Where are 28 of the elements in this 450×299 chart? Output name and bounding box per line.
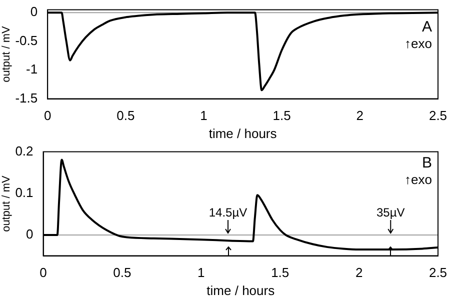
annotation: A: [422, 18, 432, 36]
y-axis-title: output / mV: [0, 175, 13, 232]
x-tick-label: 1: [200, 108, 208, 124]
annotation: 35µV: [376, 205, 405, 220]
y-axis-title: output / mV: [0, 26, 13, 82]
x-tick-label: 0.5: [116, 108, 135, 124]
annotation: ↑exo: [404, 172, 432, 187]
y-tick-label: -1.5: [15, 90, 38, 106]
annotation: B: [422, 154, 432, 172]
annotation: ↑exo: [404, 36, 432, 51]
y-tick-label: -0.5: [15, 32, 38, 48]
y-tick-label: 0: [30, 4, 38, 20]
x-tick-label: 1.5: [272, 108, 291, 124]
annotation: 14.5µV: [208, 205, 248, 220]
x-tick-label: 2.5: [428, 108, 448, 124]
y-tick-label: 0: [26, 226, 34, 242]
x-tick-label: 1: [198, 265, 205, 280]
x-axis-title: time / hours: [208, 126, 278, 141]
y-tick-label: 0.2: [15, 143, 34, 158]
x-tick-label: 0.5: [113, 265, 132, 280]
x-tick-label: 0: [44, 108, 52, 124]
y-tick-label: -1: [26, 62, 38, 77]
x-tick-label: 1.5: [271, 265, 290, 280]
x-axis-title: time / hours: [206, 282, 276, 298]
x-tick-label: 2: [355, 265, 363, 280]
y-tick-label: 0.1: [15, 184, 34, 200]
x-tick-label: 2: [356, 108, 364, 124]
x-tick-label: 2.5: [428, 265, 448, 280]
